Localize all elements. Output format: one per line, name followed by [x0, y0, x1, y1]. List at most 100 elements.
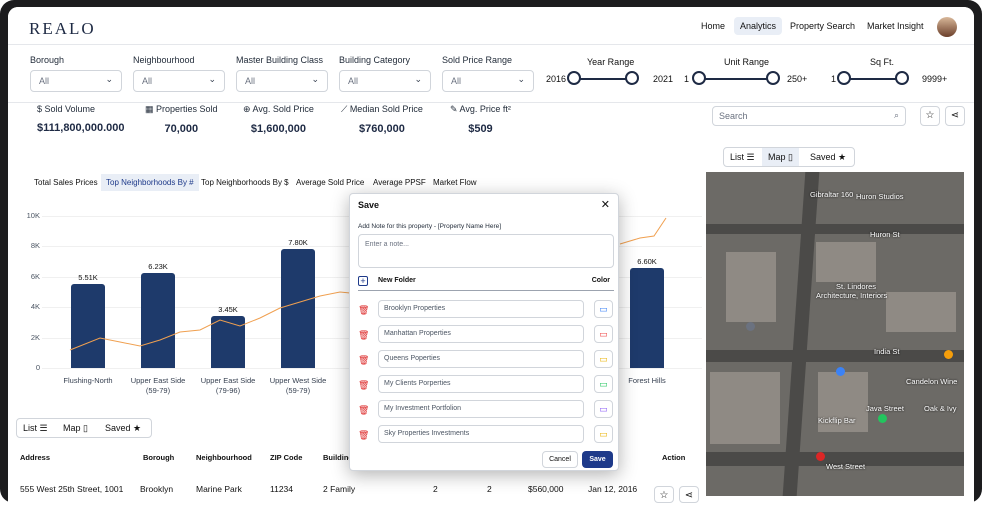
trash-icon[interactable]: 🗑: [358, 405, 370, 415]
map-list-button[interactable]: List ☰: [724, 148, 761, 166]
trash-icon[interactable]: 🗑: [358, 305, 370, 315]
trash-icon[interactable]: 🗑: [358, 330, 370, 340]
nav-home[interactable]: Home: [701, 21, 726, 31]
stat-title: Properties Sold: [156, 104, 218, 114]
folder-color-icon[interactable]: ▭: [594, 375, 613, 393]
place-pin-icon[interactable]: [878, 414, 887, 423]
row-address[interactable]: 555 West 25th Street, 1001: [20, 484, 124, 494]
col-address[interactable]: Address: [20, 453, 51, 462]
map-view-button[interactable]: Map ▯: [57, 419, 94, 437]
trash-icon[interactable]: 🗑: [358, 380, 370, 390]
bar-value-label: 3.45K: [218, 304, 238, 314]
row-price: $560,000: [528, 484, 564, 494]
map-label-st-lindores: St. Lindores: [836, 282, 877, 291]
unit-range-label: Unit Range: [724, 57, 770, 67]
folder-color-icon[interactable]: ▭: [594, 350, 613, 368]
folder-row: 🗑 Manhattan Properties ▭: [350, 325, 620, 345]
map-label-west-street: West Street: [826, 462, 866, 471]
new-folder-label[interactable]: New Folder: [378, 277, 416, 284]
x-tick-label: Upper West Side (59-79): [269, 376, 327, 395]
nav-analytics[interactable]: Analytics: [734, 17, 783, 35]
save-button[interactable]: Save: [582, 451, 613, 468]
trash-icon[interactable]: 🗑: [358, 430, 370, 440]
tab-top-neighborhoods-dollar[interactable]: Top Neighborhoods By $: [201, 178, 289, 187]
col-borough[interactable]: Borough: [143, 453, 175, 462]
avatar[interactable]: [937, 17, 957, 37]
building-class-select[interactable]: All ⌄: [236, 70, 328, 92]
row-share-button[interactable]: ⋖: [679, 486, 699, 503]
food-pin-icon[interactable]: [944, 350, 953, 359]
col-zip[interactable]: ZIP Code: [270, 453, 303, 462]
map-building: [818, 372, 868, 432]
folder-name-input[interactable]: Brooklyn Properties: [378, 300, 584, 318]
map-star-button[interactable]: ☆: [920, 106, 940, 126]
year-min-handle[interactable]: [567, 71, 581, 85]
map-icon: ▯: [788, 152, 793, 162]
chart-bar[interactable]: [141, 273, 175, 368]
folder-color-icon[interactable]: ▭: [594, 300, 613, 318]
tab-top-neighborhoods-count[interactable]: Top Neighborhoods By #: [101, 174, 199, 191]
map-share-button[interactable]: ⋖: [945, 106, 965, 126]
folder-color-icon[interactable]: ▭: [594, 325, 613, 343]
sqft-label: Sq Ft.: [870, 57, 895, 67]
close-icon[interactable]: ✕: [600, 199, 610, 211]
satellite-map[interactable]: Gibraltar 160 Huron Studios Huron St St.…: [706, 172, 964, 496]
tab-average-ppsf[interactable]: Average PPSF: [373, 178, 426, 187]
folder-name-input[interactable]: My Investment Portfolion: [378, 400, 584, 418]
tab-average-sold-price[interactable]: Average Sold Price: [296, 178, 365, 187]
tab-market-flow[interactable]: Market Flow: [433, 178, 477, 187]
list-icon: ☰: [39, 423, 48, 433]
place-pin-icon[interactable]: [746, 322, 755, 331]
map-map-button[interactable]: Map ▯: [762, 148, 799, 166]
map-building: [886, 292, 956, 332]
saved-view-button[interactable]: Saved ★: [99, 419, 147, 437]
filter-bar: Borough All ⌄ Neighbourhood All ⌄ Master B…: [8, 45, 974, 103]
sqft-min-handle[interactable]: [837, 71, 851, 85]
sold-price-select[interactable]: All ⌄: [442, 70, 534, 92]
folder-name-input[interactable]: Sky Properties Investments: [378, 425, 584, 443]
stat-value: $1,600,000: [250, 123, 306, 135]
map-label-architecture: Architecture, Interiors: [816, 291, 888, 300]
building-category-select[interactable]: All ⌄: [339, 70, 431, 92]
folder-name-input[interactable]: Queens Poperties: [378, 350, 584, 368]
folder-name-input[interactable]: Manhattan Properties: [378, 325, 584, 343]
chart-bar[interactable]: [281, 249, 315, 368]
col-building-class[interactable]: Building C: [323, 453, 361, 462]
row-star-button[interactable]: ☆: [654, 486, 674, 503]
chart-bar[interactable]: [211, 315, 245, 368]
year-max-handle[interactable]: [625, 71, 639, 85]
location-pin-icon[interactable]: [816, 452, 825, 461]
folder-row: 🗑 My Investment Portfolion ▭: [350, 400, 620, 420]
star-icon: ★: [838, 152, 847, 162]
color-label: Color: [591, 277, 610, 284]
col-neighbourhood[interactable]: Neighbourhood: [196, 453, 252, 462]
tab-total-sales[interactable]: Total Sales Prices: [34, 178, 98, 187]
folder-color-icon[interactable]: ▭: [594, 425, 613, 443]
borough-select[interactable]: All ⌄: [30, 70, 122, 92]
map-saved-button[interactable]: Saved ★: [804, 148, 852, 166]
row-neighbourhood: Marine Park: [196, 484, 242, 494]
sqft-max-handle[interactable]: [895, 71, 909, 85]
place-pin-icon[interactable]: [836, 367, 845, 376]
stat-sold-volume: $ Sold Volume $111,800,000.000: [37, 104, 125, 154]
chart-bar[interactable]: [630, 267, 664, 368]
folder-color-icon[interactable]: ▭: [594, 400, 613, 418]
add-folder-icon[interactable]: +: [358, 276, 368, 286]
nav-property-search[interactable]: Property Search: [790, 21, 856, 31]
note-input[interactable]: Enter a note...: [358, 234, 614, 268]
save-modal: Save ✕ Add Note for this property - [Pro…: [349, 193, 619, 471]
year-range-rail: [574, 78, 634, 80]
unit-min-handle[interactable]: [692, 71, 706, 85]
list-view-button[interactable]: List ☰: [17, 419, 54, 437]
neighbourhood-select[interactable]: All ⌄: [133, 70, 225, 92]
trash-icon[interactable]: 🗑: [358, 355, 370, 365]
unit-max-handle[interactable]: [766, 71, 780, 85]
folder-icon: ▭: [599, 329, 608, 339]
map-label-oak-ivy: Oak & Ivy: [924, 404, 957, 413]
star-icon: ★: [133, 423, 142, 433]
nav-market-insight[interactable]: Market Insight: [867, 21, 924, 31]
chart-bar[interactable]: [71, 284, 105, 368]
cancel-button[interactable]: Cancel: [542, 451, 578, 468]
map-search-input[interactable]: Search ⌕: [712, 106, 906, 126]
folder-name-input[interactable]: My Clients Porperties: [378, 375, 584, 393]
